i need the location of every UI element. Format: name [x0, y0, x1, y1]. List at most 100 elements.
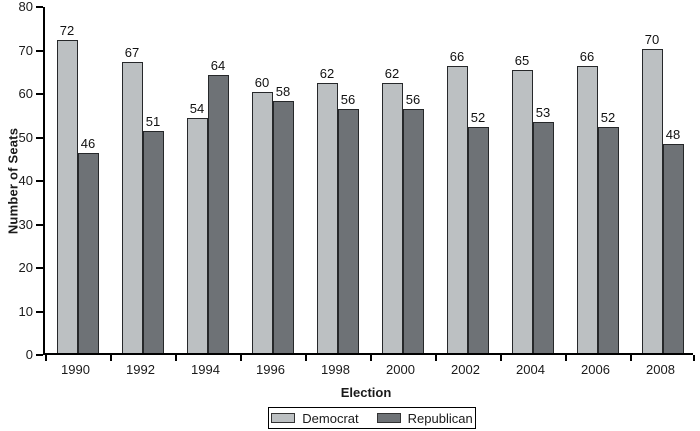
y-tick-label: 30 — [18, 216, 33, 232]
bar-democrat-2006 — [576, 65, 598, 353]
barwrap-republican-1998: 56 — [337, 92, 359, 353]
y-tick — [36, 310, 43, 313]
x-axis-labels: 1990 1992 1994 1996 1998 2000 2002 2004 2006 2008 — [43, 362, 693, 378]
x-tick — [565, 355, 567, 361]
x-tick — [240, 355, 242, 361]
x-tick — [45, 355, 47, 361]
bar-group-1998: 62 56 — [305, 7, 370, 353]
y-tick-label: 70 — [18, 42, 33, 58]
x-tick — [630, 355, 632, 361]
y-tick — [36, 93, 43, 95]
bar-democrat-2004 — [511, 70, 533, 353]
value-label-democrat-2008: 70 — [644, 31, 660, 47]
bar-democrat-1990 — [56, 39, 78, 353]
legend: Democrat Republican — [268, 407, 476, 429]
plot-area: 0 10 20 30 40 50 60 70 80 72 46 67 51 54 64 60 58 62 56 62 5… — [19, 0, 695, 362]
value-label-republican-2000: 56 — [405, 92, 421, 108]
value-label-republican-1996: 58 — [275, 83, 291, 99]
x-cat-label-1990: 1990 — [61, 362, 90, 377]
barwrap-republican-2006: 52 — [597, 109, 619, 353]
x-cat-label-2004: 2004 — [516, 362, 545, 377]
bar-democrat-2000 — [381, 83, 403, 353]
barwrap-republican-2008: 48 — [662, 127, 684, 353]
x-cat-label-2002: 2002 — [451, 362, 480, 377]
x-tick — [500, 355, 502, 361]
barwrap-democrat-2000: 62 — [381, 66, 403, 353]
y-tick — [36, 6, 43, 8]
bar-group-1992: 67 51 — [110, 7, 175, 353]
x-tick — [175, 355, 177, 361]
y-tick-label: 10 — [18, 303, 33, 319]
bar-republican-1994 — [207, 74, 229, 353]
y-tick — [36, 180, 43, 182]
bar-republican-1992 — [142, 131, 164, 353]
value-label-republican-2006: 52 — [600, 109, 616, 125]
value-label-democrat-1990: 72 — [59, 22, 75, 38]
barwrap-democrat-1998: 62 — [316, 66, 338, 353]
barwrap-republican-2000: 56 — [402, 92, 424, 353]
legend-item-republican: Republican — [376, 411, 473, 426]
bar-democrat-1998 — [316, 83, 338, 353]
bar-republican-1996 — [272, 100, 294, 353]
bar-democrat-1996 — [251, 92, 273, 353]
x-cat-label-1992: 1992 — [126, 362, 155, 377]
bar-group-1996: 60 58 — [240, 7, 305, 353]
value-label-democrat-1996: 60 — [254, 75, 270, 90]
y-tick-label: 20 — [18, 260, 33, 275]
y-tick — [36, 354, 43, 356]
barwrap-democrat-2008: 70 — [641, 31, 663, 353]
x-cat-label-2006: 2006 — [581, 362, 610, 377]
bar-republican-2004 — [532, 122, 554, 353]
barwrap-republican-2002: 52 — [467, 110, 489, 353]
barwrap-democrat-1994: 54 — [186, 101, 208, 353]
bar-republican-2006 — [597, 126, 619, 353]
bar-republican-2008 — [662, 144, 684, 353]
x-tick — [305, 355, 307, 361]
y-tick-label: 0 — [25, 347, 33, 362]
x-tick — [110, 355, 112, 361]
value-label-democrat-1992: 67 — [124, 44, 140, 60]
x-cat-label-1998: 1998 — [321, 362, 350, 377]
y-tick-label: 60 — [18, 86, 33, 101]
value-label-democrat-2000: 62 — [384, 66, 400, 82]
x-cat-label-1994: 1994 — [191, 362, 220, 377]
bar-group-2008: 70 48 — [630, 7, 695, 353]
x-axis-title: Election — [340, 385, 392, 400]
barwrap-democrat-1996: 60 — [251, 75, 273, 353]
barwrap-democrat-2002: 66 — [446, 49, 468, 353]
x-cat-label-1996: 1996 — [256, 362, 285, 377]
bar-group-1994: 54 64 — [175, 7, 240, 353]
x-cat-label-2008: 2008 — [646, 362, 675, 377]
bar-republican-2002 — [467, 126, 489, 353]
value-label-republican-2008: 48 — [665, 127, 681, 143]
value-label-democrat-1994: 54 — [189, 101, 205, 117]
barwrap-democrat-1992: 67 — [121, 44, 143, 353]
barwrap-democrat-2006: 66 — [576, 48, 598, 353]
value-label-republican-1990: 46 — [80, 135, 96, 151]
y-tick — [36, 136, 43, 139]
bar-group-2004: 65 53 — [500, 7, 565, 353]
barwrap-republican-1990: 46 — [77, 135, 99, 353]
bar-group-2006: 66 52 — [565, 7, 630, 353]
value-label-democrat-2004: 65 — [514, 53, 530, 69]
y-tick — [36, 267, 43, 269]
y-tick-label: 80 — [18, 0, 33, 14]
value-label-democrat-2006: 66 — [579, 48, 595, 64]
value-label-democrat-1998: 62 — [319, 66, 335, 82]
democrat-swatch — [271, 413, 296, 423]
x-tick — [693, 355, 695, 361]
barwrap-republican-1992: 51 — [142, 114, 164, 353]
barwrap-democrat-1990: 72 — [56, 22, 78, 353]
bar-democrat-1992 — [121, 61, 143, 353]
y-tick — [36, 223, 43, 226]
bar-group-1990: 72 46 — [45, 7, 110, 353]
barwrap-democrat-2004: 65 — [511, 53, 533, 353]
x-tick — [435, 355, 437, 361]
bar-democrat-2002 — [446, 65, 468, 353]
bar-democrat-1994 — [186, 118, 208, 353]
x-tick — [370, 355, 372, 361]
bar-republican-1990 — [77, 152, 99, 353]
barwrap-republican-1996: 58 — [272, 83, 294, 353]
value-label-republican-1998: 56 — [340, 92, 356, 108]
bar-democrat-2008 — [641, 48, 663, 353]
